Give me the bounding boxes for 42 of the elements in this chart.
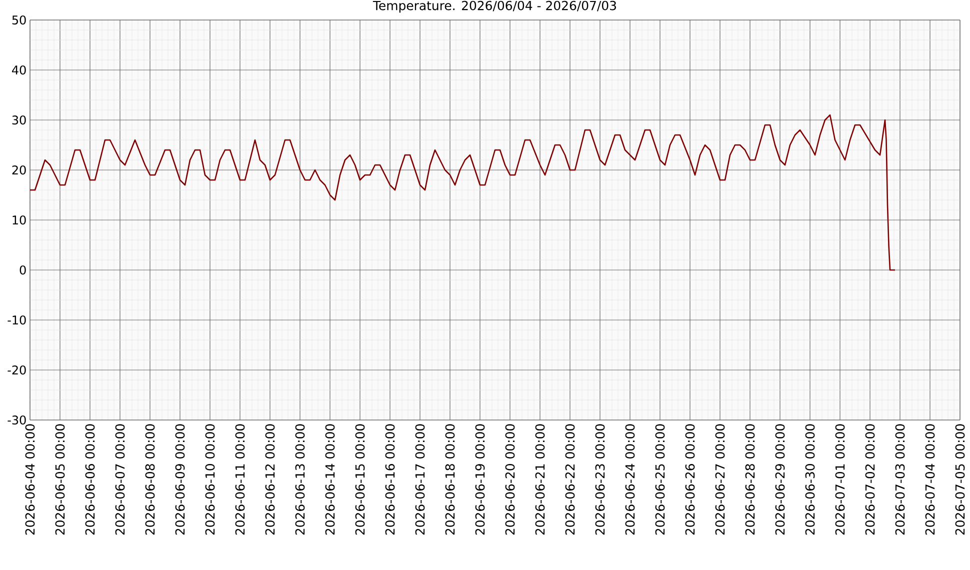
x-tick-label: 2026-06-28 00:00: [745, 424, 755, 535]
x-tick-label: 2026-07-04 00:00: [925, 424, 935, 535]
x-tick-label: 2026-07-05 00:00: [955, 424, 965, 535]
x-tick-label: 2026-06-27 00:00: [715, 424, 725, 535]
x-tick-label: 2026-06-06 00:00: [85, 424, 95, 535]
x-tick-label: 2026-06-19 00:00: [475, 424, 485, 535]
x-tick-label: 2026-06-17 00:00: [415, 424, 425, 535]
x-tick-label: 2026-06-26 00:00: [685, 424, 695, 535]
x-tick-label: 2026-06-12 00:00: [265, 424, 275, 535]
x-tick-label: 2026-06-29 00:00: [775, 424, 785, 535]
y-tick-label: 40: [12, 65, 26, 75]
x-tick-label: 2026-07-03 00:00: [895, 424, 905, 535]
x-tick-label: 2026-06-13 00:00: [295, 424, 305, 535]
x-tick-label: 2026-06-30 00:00: [805, 424, 815, 535]
y-tick-label: 10: [12, 215, 26, 225]
x-tick-label: 2026-06-09 00:00: [175, 424, 185, 535]
x-tick-label: 2026-06-23 00:00: [595, 424, 605, 535]
x-tick-label: 2026-06-14 00:00: [325, 424, 335, 535]
chart-title: Temperature. 2026/06/04 - 2026/07/03: [372, 0, 616, 13]
x-tick-label: 2026-06-15 00:00: [355, 424, 365, 535]
x-tick-label: 2026-06-18 00:00: [445, 424, 455, 535]
x-tick-label: 2026-06-24 00:00: [625, 424, 635, 535]
y-tick-label: -20: [8, 365, 26, 375]
y-tick-label: 20: [12, 165, 26, 175]
x-tick-label: 2026-06-25 00:00: [655, 424, 665, 535]
y-tick-label: 0: [20, 265, 26, 275]
x-tick-label: 2026-06-21 00:00: [535, 424, 545, 535]
x-tick-label: 2026-06-11 00:00: [235, 424, 245, 535]
x-tick-label: 2026-06-07 00:00: [115, 424, 125, 535]
x-tick-label: 2026-06-20 00:00: [505, 424, 515, 535]
x-tick-label: 2026-06-08 00:00: [145, 424, 155, 535]
x-tick-label: 2026-06-10 00:00: [205, 424, 215, 535]
y-tick-label: -30: [8, 415, 26, 425]
x-tick-label: 2026-06-05 00:00: [55, 424, 65, 535]
y-tick-label: 30: [12, 115, 26, 125]
x-tick-label: 2026-07-01 00:00: [835, 424, 845, 535]
x-tick-label: 2026-06-04 00:00: [25, 424, 35, 535]
x-tick-label: 2026-06-22 00:00: [565, 424, 575, 535]
y-tick-label: 50: [12, 15, 26, 25]
x-tick-label: 2026-06-16 00:00: [385, 424, 395, 535]
y-tick-label: -10: [8, 315, 26, 325]
x-tick-label: 2026-07-02 00:00: [865, 424, 875, 535]
